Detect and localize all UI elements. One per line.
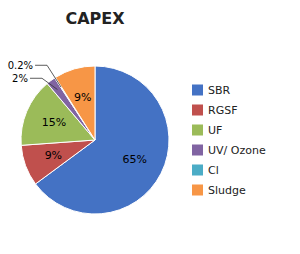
legend-swatch — [192, 105, 203, 116]
data-label: 65% — [122, 153, 146, 166]
data-label: 2% — [12, 73, 28, 84]
legend-label: Sludge — [208, 184, 246, 197]
data-label: 0.2% — [8, 60, 33, 71]
data-label: 9% — [74, 91, 91, 104]
pie-slice — [21, 140, 95, 184]
chart-title: CAPEX — [65, 9, 125, 28]
legend-swatch — [192, 185, 203, 196]
legend-swatch — [192, 145, 203, 156]
data-labels: 65% 9% 15% 9% 0.2% 2% — [8, 60, 147, 167]
legend-label: UV/ Ozone — [208, 144, 266, 157]
data-label: 9% — [45, 149, 62, 162]
legend-swatch — [192, 85, 203, 96]
legend-swatch — [192, 125, 203, 136]
legend-label: Cl — [208, 164, 219, 177]
pie-slices — [21, 66, 169, 214]
data-label: 15% — [42, 116, 66, 129]
legend: SBR RGSF UF UV/ Ozone Cl Sludge — [192, 84, 266, 197]
legend-label: SBR — [208, 84, 231, 97]
leader-line — [30, 78, 57, 89]
leader-line — [35, 65, 61, 87]
chart-container: CAPEX 65% 9% 15% 9% 0.2% 2% SBR RGSF UF UV/ Ozone C… — [0, 0, 300, 254]
legend-swatch — [192, 165, 203, 176]
legend-label: UF — [208, 124, 222, 137]
legend-label: RGSF — [208, 104, 237, 117]
chart: CAPEX 65% 9% 15% 9% 0.2% 2% SBR RGSF UF UV/ Ozone C… — [0, 0, 300, 254]
